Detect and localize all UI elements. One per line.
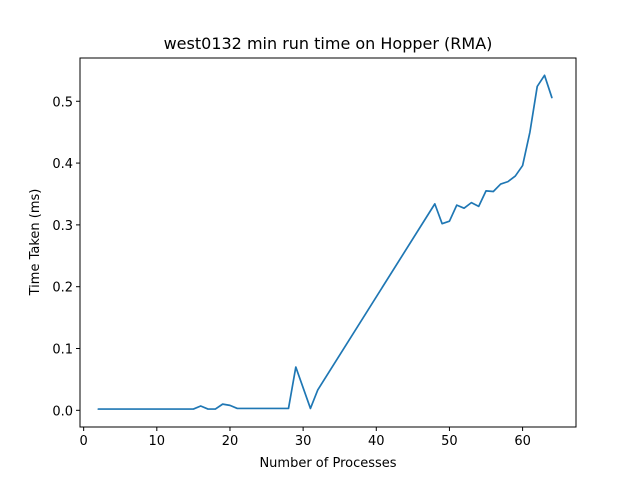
series-line-0 bbox=[97, 74, 553, 410]
y-tick-label-5: 0.5 bbox=[52, 95, 73, 110]
y-tick-label-1: 0.1 bbox=[52, 343, 73, 358]
y-tick-label-3: 0.3 bbox=[52, 219, 73, 234]
y-tick-label-4: 0.4 bbox=[52, 157, 73, 172]
x-tick-label-1: 10 bbox=[149, 434, 166, 449]
x-tick-label-3: 30 bbox=[295, 434, 312, 449]
y-tick-label-0: 0.0 bbox=[52, 404, 73, 419]
y-axis-label: Time Taken (ms) bbox=[28, 189, 43, 297]
chart-title: west0132 min run time on Hopper (RMA) bbox=[164, 34, 493, 53]
x-tick-label-2: 20 bbox=[222, 434, 239, 449]
x-tick-label-5: 50 bbox=[441, 434, 458, 449]
x-tick-label-6: 60 bbox=[514, 434, 531, 449]
plot-frame bbox=[79, 57, 577, 428]
x-tick-label-4: 40 bbox=[368, 434, 385, 449]
y-tick-label-2: 0.2 bbox=[52, 281, 73, 296]
x-axis-label: Number of Processes bbox=[259, 456, 396, 471]
x-tick-label-0: 0 bbox=[80, 434, 88, 449]
